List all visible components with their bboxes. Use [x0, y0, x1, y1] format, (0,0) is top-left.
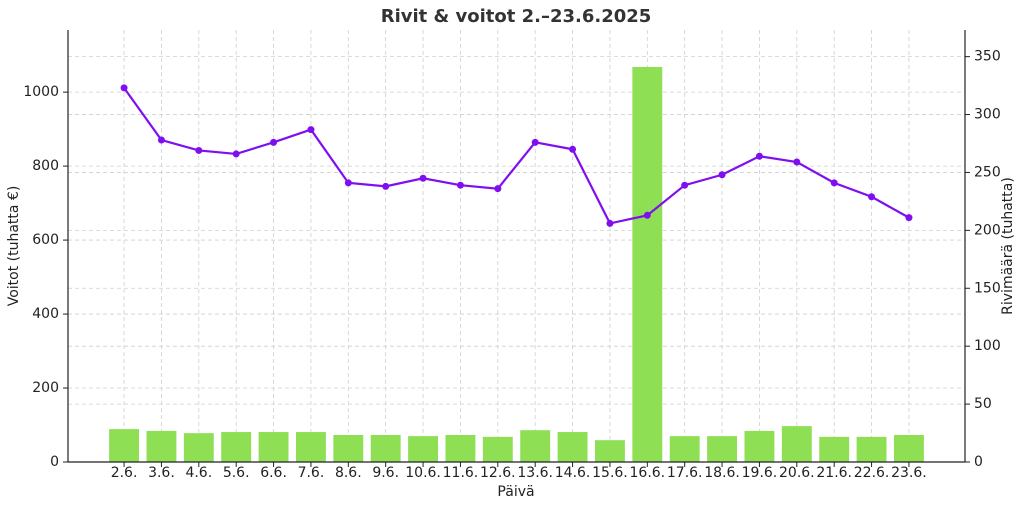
grid-layer	[68, 30, 965, 463]
x-tick-label: 18.6.	[704, 465, 740, 481]
bar	[781, 426, 812, 462]
x-tick-label: 5.6.	[223, 465, 250, 481]
y2-tick-label: 300	[974, 107, 1001, 123]
x-tick-label: 12.6.	[480, 465, 516, 481]
y-tick-label: 400	[32, 306, 59, 322]
point	[569, 145, 577, 153]
point	[643, 211, 651, 219]
point	[382, 182, 390, 190]
bar	[258, 432, 289, 462]
point	[494, 185, 502, 193]
bar	[557, 432, 588, 462]
bar	[482, 436, 513, 462]
bar	[819, 436, 850, 462]
point	[120, 84, 128, 92]
bar	[445, 435, 476, 462]
x-tick-label: 17.6.	[667, 465, 703, 481]
bar	[221, 432, 252, 462]
y-tick-label: 0	[50, 454, 59, 470]
point	[718, 171, 726, 179]
bar	[744, 430, 775, 462]
point	[606, 219, 614, 227]
bar	[295, 432, 326, 462]
point	[232, 150, 240, 158]
x-tick-label: 19.6.	[742, 465, 778, 481]
line	[123, 87, 910, 225]
bar	[183, 433, 214, 462]
y-tick-label: 800	[32, 158, 59, 174]
y2-tick-label: 50	[974, 396, 992, 412]
bar	[370, 435, 401, 462]
x-tick-label: 13.6.	[517, 465, 553, 481]
y-tick-label: 1000	[23, 84, 59, 100]
point	[905, 214, 913, 222]
point	[793, 158, 801, 166]
bar	[893, 435, 924, 462]
x-tick-label: 6.6.	[260, 465, 287, 481]
point	[681, 181, 689, 189]
bar	[109, 429, 140, 462]
x-tick-label: 9.6.	[372, 465, 399, 481]
point	[755, 152, 763, 160]
y-tick-label: 200	[32, 380, 59, 396]
point	[830, 179, 838, 187]
bar	[333, 435, 364, 462]
point	[157, 136, 165, 144]
y2-tick-label: 150	[974, 280, 1001, 296]
bar	[669, 436, 700, 462]
y2-tick-label: 0	[974, 454, 983, 470]
bar	[856, 436, 887, 462]
x-tick-label: 11.6.	[443, 465, 479, 481]
point	[307, 126, 315, 134]
point	[344, 179, 352, 187]
y2-tick-label: 250	[974, 164, 1001, 180]
y-axis-label: Voitot (tuhatta €)	[6, 186, 22, 307]
point	[531, 138, 539, 146]
point	[456, 181, 464, 189]
point	[195, 146, 203, 154]
x-tick-label: 14.6.	[555, 465, 591, 481]
bar	[632, 66, 663, 462]
x-tick-label: 16.6.	[630, 465, 666, 481]
chart-title: Rivit & voitot 2.–23.6.2025	[381, 6, 652, 27]
point	[270, 138, 278, 146]
x-tick-label: 7.6.	[298, 465, 325, 481]
y-tick-label: 600	[32, 232, 59, 248]
bar	[146, 430, 177, 462]
mark-layer	[109, 66, 924, 462]
point	[419, 174, 427, 182]
x-tick-label: 4.6.	[185, 465, 212, 481]
bar	[408, 436, 439, 462]
x-tick-label: 23.6.	[891, 465, 927, 481]
x-tick-label: 22.6.	[854, 465, 890, 481]
x-tick-label: 3.6.	[148, 465, 175, 481]
y2-tick-label: 200	[974, 222, 1001, 238]
y2-tick-label: 350	[974, 49, 1001, 65]
bar	[707, 436, 738, 462]
y2-tick-label: 100	[974, 338, 1001, 354]
point	[868, 193, 876, 201]
x-tick-label: 21.6.	[816, 465, 852, 481]
x-tick-label: 15.6.	[592, 465, 628, 481]
x-tick-label: 2.6.	[111, 465, 138, 481]
x-tick-label: 10.6.	[405, 465, 441, 481]
x-axis-label: Päivä	[497, 484, 534, 500]
x-tick-label: 20.6.	[779, 465, 815, 481]
bar	[594, 440, 625, 462]
y2-axis-label: Rivimäärä (tuhatta)	[1000, 177, 1016, 315]
bar	[520, 430, 551, 462]
x-tick-label: 8.6.	[335, 465, 362, 481]
